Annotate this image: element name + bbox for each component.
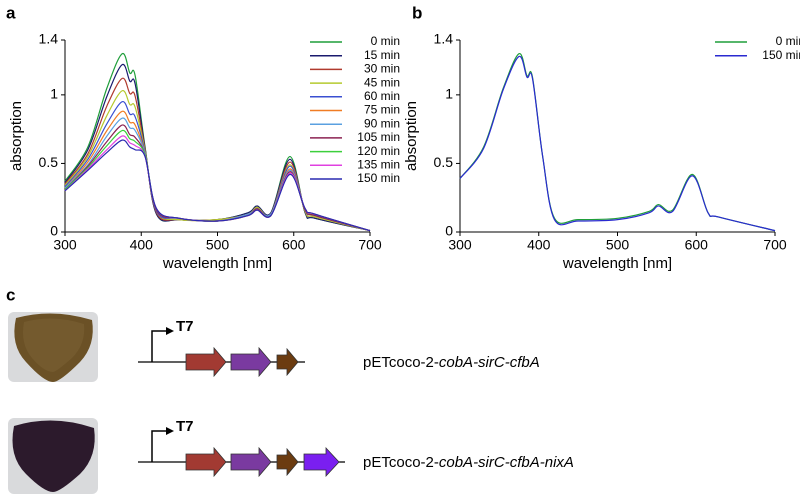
data-line: [64, 110, 371, 232]
x-tick-label: 500: [206, 237, 230, 253]
y-tick-label: 0: [50, 223, 58, 239]
data-line: [64, 135, 371, 232]
photo: [8, 312, 98, 382]
y-axis-label: absorption: [8, 101, 25, 171]
construct-label: pETcoco-2-cobA-sirC-cfbA: [363, 354, 540, 371]
data-line: [64, 90, 371, 232]
x-tick-label: 400: [130, 237, 154, 253]
data-line: [64, 63, 371, 232]
y-axis-label: absorption: [403, 101, 420, 171]
y-tick-label: 1: [445, 86, 453, 102]
x-tick-label: 300: [53, 237, 77, 253]
legend-label: 90 min: [364, 116, 400, 130]
x-tick-label: 500: [606, 237, 630, 253]
y-tick-label: 0.5: [39, 154, 59, 170]
y-tick-label: 0: [445, 223, 453, 239]
legend-label: 105 min: [357, 130, 400, 144]
y-tick-label: 1.4: [434, 31, 454, 47]
y-tick-label: 1: [50, 86, 58, 102]
data-line: [64, 101, 371, 232]
construct-label: pETcoco-2-cobA-sirC-cfbA-nixA: [363, 454, 574, 471]
x-tick-label: 700: [358, 237, 382, 253]
legend-label: 120 min: [357, 144, 400, 158]
data-line: [64, 139, 371, 232]
genes: cobA-sirC-cfbA: [439, 354, 540, 371]
y-tick-label: 0.5: [434, 154, 454, 170]
photo: [8, 418, 98, 494]
genes: cobA-sirC-cfbA-nixA: [439, 454, 574, 471]
data-line: [64, 117, 371, 232]
x-tick-label: 600: [685, 237, 709, 253]
legend-label: 75 min: [364, 103, 400, 117]
legend-label: 60 min: [364, 89, 400, 103]
panel-label: c: [6, 285, 15, 304]
data-line: [459, 55, 776, 232]
data-line: [64, 77, 371, 232]
legend-label: 15 min: [364, 48, 400, 62]
x-tick-label: 700: [763, 237, 787, 253]
promoter-label: T7: [176, 418, 194, 435]
legend-label: 135 min: [357, 157, 400, 171]
legend-label: 150 min: [357, 171, 400, 185]
plasmid: pETcoco-2-: [363, 354, 439, 371]
legend-label: 30 min: [364, 62, 400, 76]
x-tick-label: 300: [448, 237, 472, 253]
plasmid: pETcoco-2-: [363, 454, 439, 471]
panel-label: a: [6, 3, 16, 22]
panel-label: b: [412, 3, 422, 22]
x-axis-label: wavelength [nm]: [562, 255, 672, 272]
y-tick-label: 1.4: [39, 31, 59, 47]
x-axis-label: wavelength [nm]: [162, 255, 272, 272]
x-tick-label: 400: [527, 237, 551, 253]
gene-construct: [138, 427, 345, 478]
legend-label: 0 min: [371, 34, 400, 48]
legend-label: 45 min: [364, 75, 400, 89]
promoter-label: T7: [176, 318, 194, 335]
legend-label: 150 min: [762, 48, 800, 62]
x-tick-label: 600: [282, 237, 306, 253]
gene-construct: [138, 327, 305, 378]
legend-label: 0 min: [776, 34, 800, 48]
